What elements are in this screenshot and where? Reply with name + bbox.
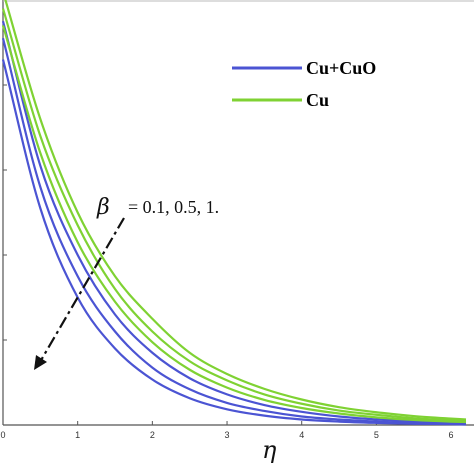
- legend-label-cu-cuo: Cu+CuO: [306, 58, 376, 78]
- beta-values: = 0.1, 0.5, 1.: [128, 197, 219, 217]
- beta-symbol: β: [96, 195, 110, 220]
- plot-frame: [2, 0, 474, 426]
- series-line-cu-cuo-beta-1: [1, 59, 467, 426]
- legend-label-cu: Cu: [306, 90, 329, 110]
- legend: Cu+CuO Cu: [232, 58, 376, 110]
- series-line-cu-beta-0-1: [4, 0, 467, 421]
- x-tick-label-3: 3: [225, 430, 230, 440]
- series-line-cu-beta-1: [1, 25, 467, 424]
- series-line-cu-beta-0-5: [1, 8, 467, 422]
- x-tick-label-0: 0: [0, 430, 5, 440]
- x-axis-ticks: 0 1 2 3 4 5 6: [0, 421, 454, 440]
- beta-arrow-head: [34, 355, 47, 370]
- x-tick-label-4: 4: [299, 430, 304, 440]
- x-tick-label-1: 1: [75, 430, 80, 440]
- series-line-cu-cuo-beta-0-1: [1, 20, 467, 424]
- series-layer: [1, 0, 467, 426]
- beta-arrow-line: [39, 217, 125, 363]
- x-tick-label-2: 2: [150, 430, 155, 440]
- x-tick-label-6: 6: [449, 430, 454, 440]
- y-axis-ticks: [3, 84, 7, 341]
- beta-annotation: β = 0.1, 0.5, 1.: [34, 195, 219, 370]
- x-tick-label-5: 5: [374, 430, 379, 440]
- x-axis-title: η: [262, 436, 277, 464]
